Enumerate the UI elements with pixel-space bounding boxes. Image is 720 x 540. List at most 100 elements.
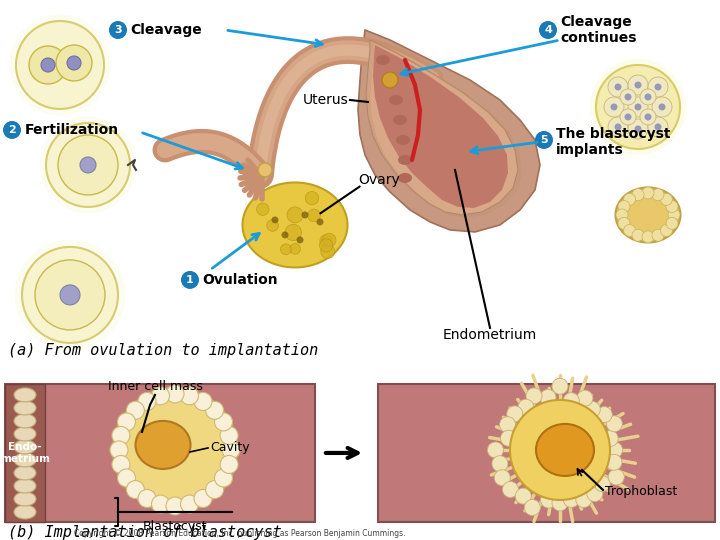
Circle shape xyxy=(285,224,302,241)
Text: 2: 2 xyxy=(8,125,16,135)
Circle shape xyxy=(634,125,642,132)
Circle shape xyxy=(563,393,580,409)
Circle shape xyxy=(266,220,279,231)
Ellipse shape xyxy=(398,155,412,165)
Circle shape xyxy=(666,200,678,213)
Circle shape xyxy=(287,207,303,223)
FancyBboxPatch shape xyxy=(5,384,315,522)
Circle shape xyxy=(628,97,648,117)
Circle shape xyxy=(524,500,540,516)
Circle shape xyxy=(618,200,630,213)
Text: Endo-
metrium: Endo- metrium xyxy=(0,442,50,464)
Circle shape xyxy=(67,56,81,70)
Circle shape xyxy=(151,387,169,405)
Circle shape xyxy=(220,427,238,444)
Ellipse shape xyxy=(243,183,348,267)
Ellipse shape xyxy=(398,173,412,183)
Circle shape xyxy=(60,285,80,305)
Circle shape xyxy=(526,388,542,404)
Text: Cleavage
continues: Cleavage continues xyxy=(560,15,636,45)
Circle shape xyxy=(215,413,233,431)
Circle shape xyxy=(206,481,224,498)
FancyBboxPatch shape xyxy=(5,384,45,522)
Ellipse shape xyxy=(135,421,191,469)
Circle shape xyxy=(9,15,111,116)
Circle shape xyxy=(297,237,304,244)
Circle shape xyxy=(608,469,624,485)
Circle shape xyxy=(608,117,628,137)
Circle shape xyxy=(258,163,272,177)
Circle shape xyxy=(500,430,516,446)
Text: The blastocyst
implants: The blastocyst implants xyxy=(556,127,670,157)
Circle shape xyxy=(611,104,618,111)
Circle shape xyxy=(608,77,628,97)
Ellipse shape xyxy=(536,424,594,476)
Circle shape xyxy=(634,104,642,111)
Circle shape xyxy=(587,485,603,502)
Circle shape xyxy=(620,109,636,125)
Circle shape xyxy=(56,45,92,81)
Circle shape xyxy=(628,75,648,95)
Circle shape xyxy=(271,217,279,224)
Circle shape xyxy=(382,72,398,88)
Text: Ovulation: Ovulation xyxy=(202,273,278,287)
Circle shape xyxy=(487,442,503,458)
Circle shape xyxy=(29,46,67,84)
Circle shape xyxy=(494,470,510,486)
Circle shape xyxy=(127,481,145,498)
Text: 5: 5 xyxy=(540,135,548,145)
Circle shape xyxy=(40,117,136,213)
Text: 4: 4 xyxy=(544,25,552,35)
Circle shape xyxy=(620,89,636,105)
Text: 1: 1 xyxy=(186,275,194,285)
Polygon shape xyxy=(373,45,508,208)
Circle shape xyxy=(117,469,135,487)
Ellipse shape xyxy=(14,466,36,480)
Circle shape xyxy=(552,378,568,394)
Text: Copyright © 2008 Pearson Education, Inc. publishing as Pearson Benjamin Cummings: Copyright © 2008 Pearson Education, Inc.… xyxy=(74,529,406,538)
Ellipse shape xyxy=(393,115,407,125)
Circle shape xyxy=(540,389,556,406)
Circle shape xyxy=(500,417,516,433)
Circle shape xyxy=(606,454,622,470)
Circle shape xyxy=(640,89,656,105)
Text: Cleavage: Cleavage xyxy=(130,23,202,37)
Circle shape xyxy=(281,244,292,255)
Ellipse shape xyxy=(616,187,680,242)
Circle shape xyxy=(507,406,523,422)
Circle shape xyxy=(642,187,654,199)
Circle shape xyxy=(302,212,308,219)
Circle shape xyxy=(323,233,336,247)
Circle shape xyxy=(503,482,518,497)
Circle shape xyxy=(632,188,644,201)
Ellipse shape xyxy=(14,505,36,519)
Circle shape xyxy=(660,193,672,205)
Ellipse shape xyxy=(14,401,36,415)
Circle shape xyxy=(112,427,130,444)
Circle shape xyxy=(644,113,652,120)
Text: Fertilization: Fertilization xyxy=(25,123,119,137)
Circle shape xyxy=(194,393,212,410)
Circle shape xyxy=(16,21,104,109)
Circle shape xyxy=(194,489,212,508)
Circle shape xyxy=(652,188,664,201)
Circle shape xyxy=(563,491,580,508)
Circle shape xyxy=(15,240,125,350)
Circle shape xyxy=(206,401,224,420)
Circle shape xyxy=(516,488,531,504)
Circle shape xyxy=(181,271,199,289)
Circle shape xyxy=(320,235,333,247)
Circle shape xyxy=(624,93,631,100)
Text: Inner cell mass: Inner cell mass xyxy=(107,380,202,393)
Text: Ovary: Ovary xyxy=(358,173,400,187)
Polygon shape xyxy=(366,40,518,215)
Text: 3: 3 xyxy=(114,25,122,35)
Circle shape xyxy=(109,21,127,39)
Circle shape xyxy=(606,442,623,458)
Circle shape xyxy=(282,232,289,239)
Circle shape xyxy=(112,455,130,474)
Polygon shape xyxy=(358,30,540,232)
Circle shape xyxy=(616,209,628,221)
Circle shape xyxy=(666,218,678,230)
Circle shape xyxy=(614,124,621,131)
